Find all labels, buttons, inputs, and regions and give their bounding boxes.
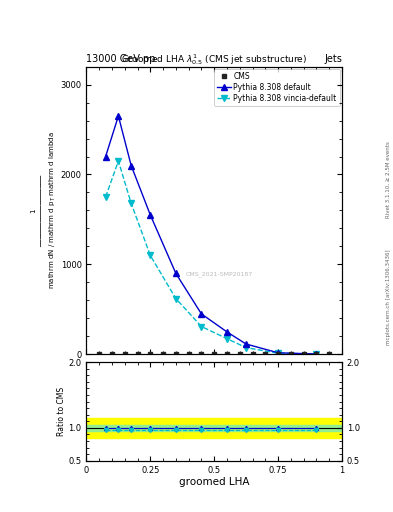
Text: mcplots.cern.ch [arXiv:1306.3436]: mcplots.cern.ch [arXiv:1306.3436] bbox=[386, 249, 391, 345]
CMS bbox=[161, 351, 165, 357]
CMS bbox=[288, 351, 293, 357]
Pythia 8.308 vincia-default bbox=[199, 324, 204, 330]
Y-axis label: 1
─────────────────
mathrm dN / mathrm d p$_T$ mathrm d lambda: 1 ───────────────── mathrm dN / mathrm d… bbox=[31, 132, 58, 289]
CMS bbox=[199, 351, 204, 357]
CMS bbox=[314, 351, 319, 357]
Pythia 8.308 vincia-default bbox=[314, 351, 319, 357]
Bar bbox=[86, 418, 342, 438]
Text: CMS_2021-SMP20187: CMS_2021-SMP20187 bbox=[185, 271, 253, 276]
CMS bbox=[263, 351, 268, 357]
Line: Pythia 8.308 vincia-default: Pythia 8.308 vincia-default bbox=[103, 158, 319, 357]
CMS bbox=[123, 351, 127, 357]
CMS bbox=[186, 351, 191, 357]
Text: 13000 GeV pp: 13000 GeV pp bbox=[86, 54, 156, 64]
Pythia 8.308 default bbox=[148, 212, 152, 218]
Pythia 8.308 default bbox=[116, 113, 121, 119]
Pythia 8.308 vincia-default bbox=[244, 345, 248, 351]
Pythia 8.308 vincia-default bbox=[103, 194, 108, 200]
Pythia 8.308 default bbox=[244, 341, 248, 347]
CMS bbox=[110, 351, 114, 357]
CMS bbox=[148, 351, 152, 357]
CMS bbox=[97, 351, 101, 357]
Legend: CMS, Pythia 8.308 default, Pythia 8.308 vincia-default: CMS, Pythia 8.308 default, Pythia 8.308 … bbox=[214, 69, 340, 106]
CMS bbox=[301, 351, 306, 357]
CMS bbox=[174, 351, 178, 357]
Title: Groomed LHA $\lambda^{1}_{0.5}$ (CMS jet substructure): Groomed LHA $\lambda^{1}_{0.5}$ (CMS jet… bbox=[121, 52, 307, 67]
Pythia 8.308 vincia-default bbox=[129, 200, 134, 206]
CMS bbox=[237, 351, 242, 357]
Pythia 8.308 default bbox=[129, 162, 134, 168]
Line: Pythia 8.308 default: Pythia 8.308 default bbox=[103, 113, 319, 357]
Pythia 8.308 vincia-default bbox=[174, 295, 178, 302]
Pythia 8.308 default bbox=[174, 270, 178, 276]
CMS bbox=[212, 351, 217, 357]
Pythia 8.308 default bbox=[199, 311, 204, 317]
CMS bbox=[250, 351, 255, 357]
Pythia 8.308 default bbox=[314, 351, 319, 357]
X-axis label: groomed LHA: groomed LHA bbox=[179, 477, 250, 487]
CMS bbox=[135, 351, 140, 357]
Pythia 8.308 default bbox=[276, 350, 281, 356]
Line: CMS: CMS bbox=[97, 352, 331, 356]
Pythia 8.308 vincia-default bbox=[148, 252, 152, 259]
Y-axis label: Ratio to CMS: Ratio to CMS bbox=[57, 387, 66, 436]
Pythia 8.308 vincia-default bbox=[116, 158, 121, 164]
Pythia 8.308 default bbox=[225, 329, 230, 335]
Text: Jets: Jets bbox=[324, 54, 342, 64]
Bar bbox=[86, 424, 342, 431]
Pythia 8.308 vincia-default bbox=[225, 335, 230, 342]
CMS bbox=[225, 351, 230, 357]
Text: Rivet 3.1.10, ≥ 2.5M events: Rivet 3.1.10, ≥ 2.5M events bbox=[386, 141, 391, 218]
CMS bbox=[327, 351, 332, 357]
Pythia 8.308 vincia-default bbox=[276, 350, 281, 356]
Pythia 8.308 default bbox=[103, 154, 108, 160]
CMS bbox=[276, 351, 281, 357]
